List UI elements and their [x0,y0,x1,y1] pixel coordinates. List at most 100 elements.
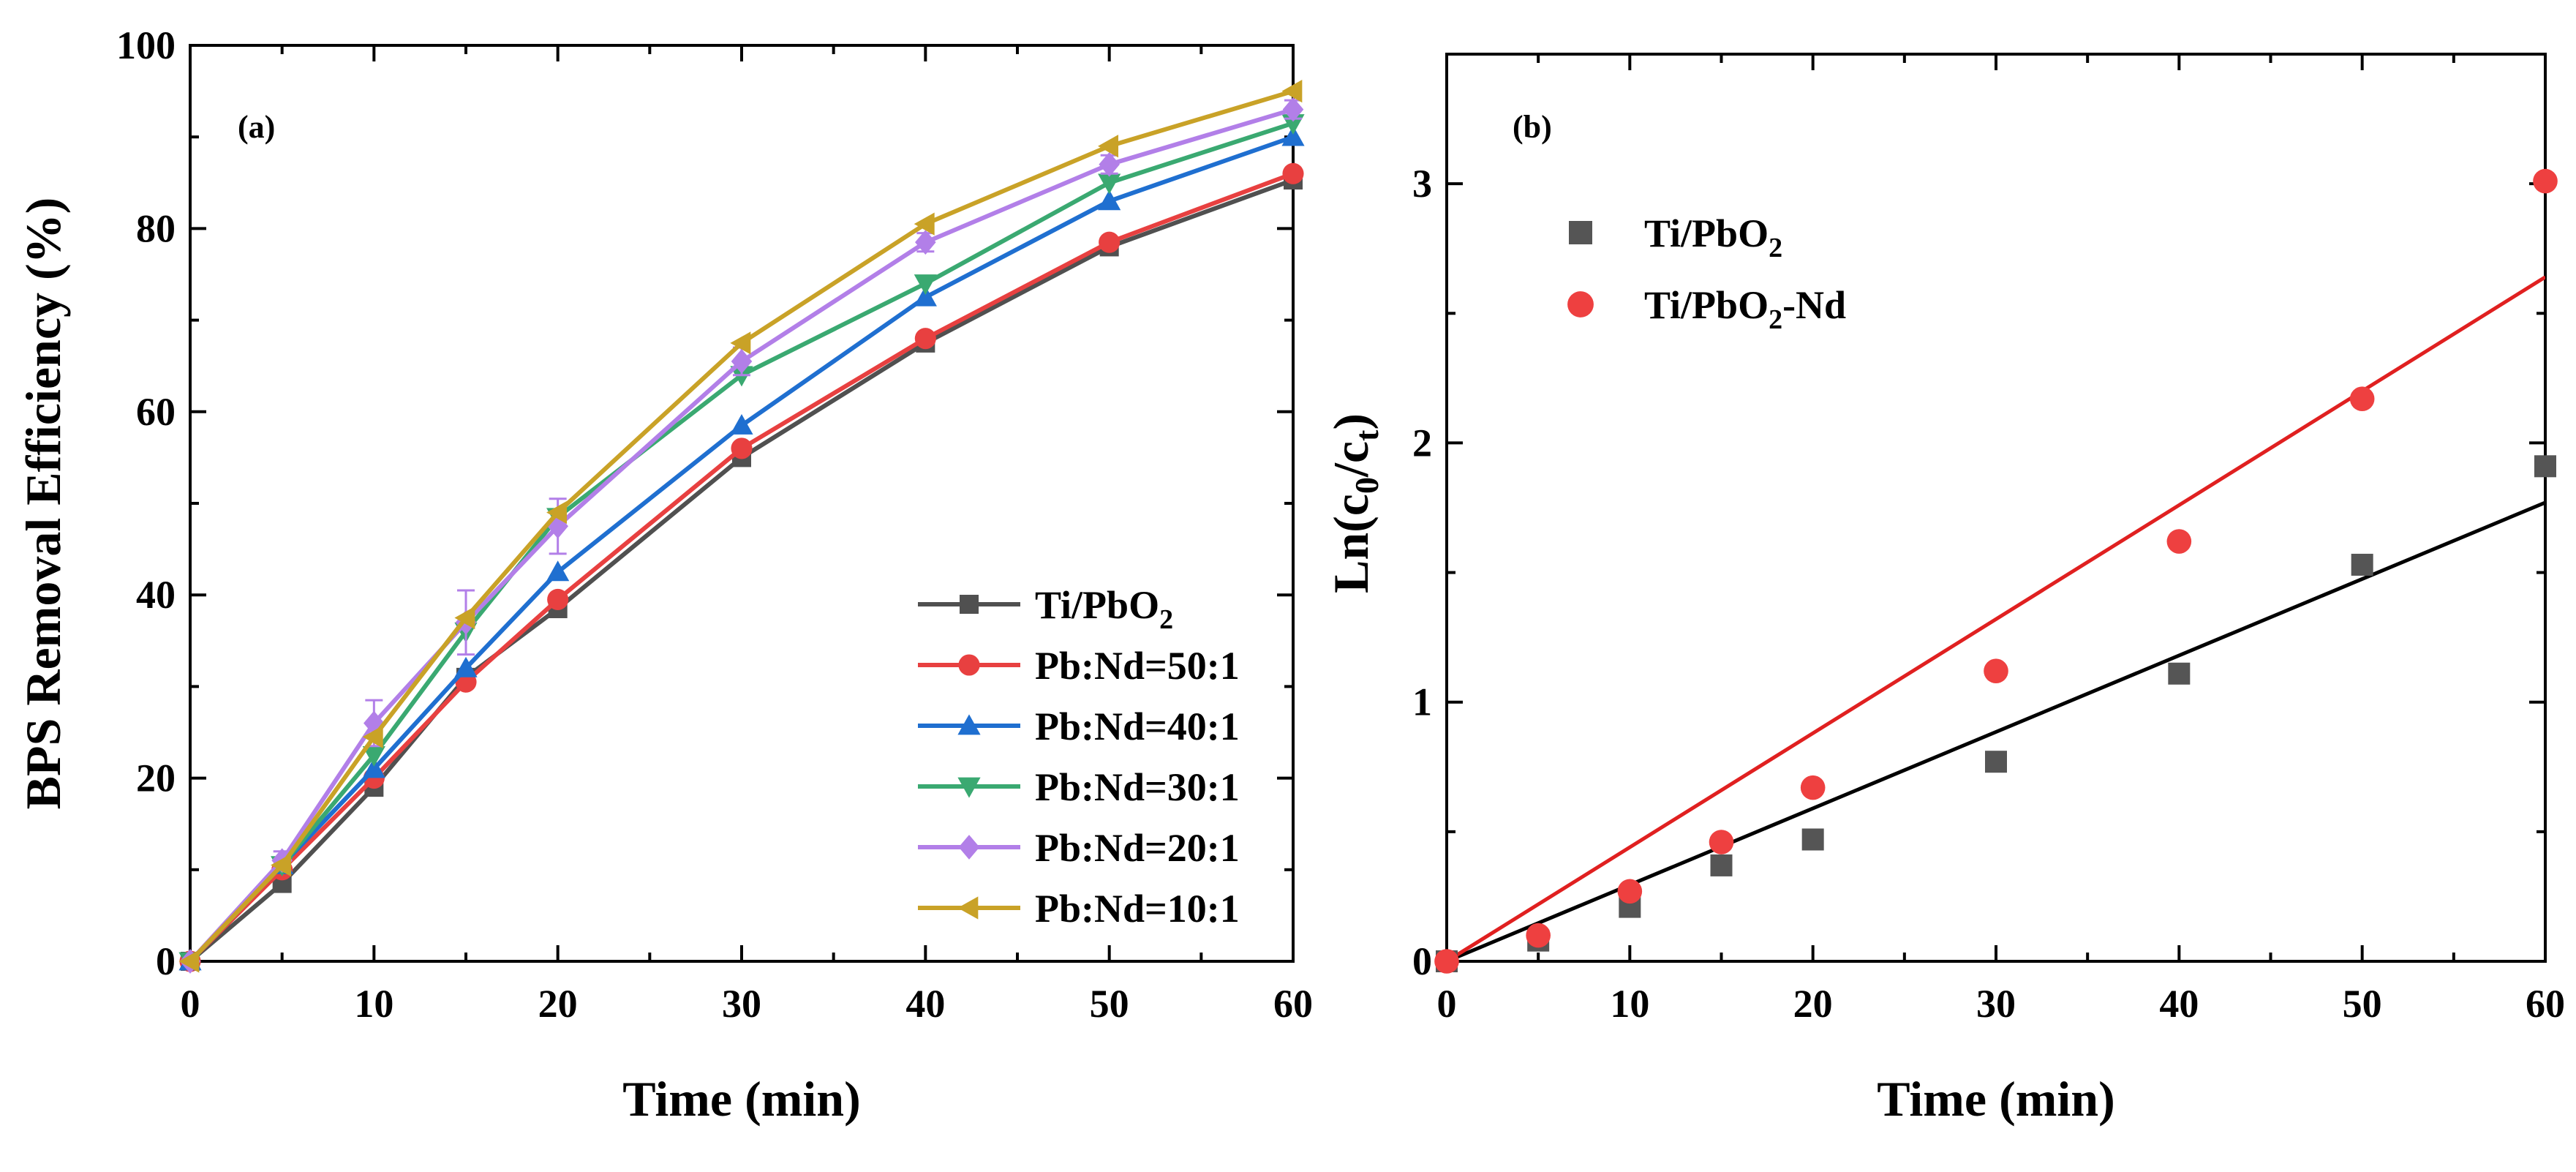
legend-label-part: Ti/PbO [1644,283,1769,327]
panel-b-x-tick-label: 30 [1976,982,2016,1026]
legend-label: Ti/PbO2-Nd [1644,283,1846,335]
panel-a-y-tick-label: 100 [116,23,176,67]
legend-label-part: Ti/PbO [1035,583,1159,627]
panel-b-y-title-subscript: 0 [1348,477,1385,494]
legend-entry: Ti/PbO2 [1569,211,1782,263]
data-point [914,274,937,296]
legend-entry: Pb:Nd=10:1 [918,887,1240,931]
data-point [1800,775,1826,800]
data-point [730,366,753,387]
panel-b-y-title-part: ) [1323,413,1379,430]
data-point [915,230,936,255]
panel-a-ticks [189,44,1295,963]
legend-label: Pb:Nd=40:1 [1035,705,1240,748]
legend-label: Ti/PbO2 [1035,583,1173,635]
panel-a-series [178,80,1305,974]
data-point [2351,553,2373,576]
legend-label-part: Ti/PbO [1644,211,1769,255]
data-point [1985,751,2007,773]
panel-b-x-tick-label: 10 [1610,982,1649,1026]
data-point [1709,830,1734,854]
data-point [1434,949,1459,974]
legend-label-subscript: 2 [1769,233,1782,263]
series-Pb:Nd=50:1 [179,162,1304,972]
panel-a-y-tick-label: 60 [136,390,176,434]
data-point [914,212,935,236]
panel-a-x-tick-label: 30 [722,982,761,1026]
data-point [1984,658,2008,683]
data-point [1281,80,1303,103]
data-point [1098,173,1121,195]
data-point [1099,231,1121,253]
panel-b-y-tick-labels: 0 1 2 3 [1412,162,1432,983]
panel-b-x-tick-label: 50 [2343,982,2382,1026]
panel-a-plot-frame [189,44,1295,963]
data-point [546,500,568,525]
legend-label: Pb:Nd=50:1 [1035,644,1240,688]
panel-b-x-tick-label: 0 [1437,982,1457,1026]
data-point [362,757,385,778]
legend-label-subscript: 2 [1769,304,1782,335]
data-point [2534,455,2556,478]
data-point [1098,189,1121,211]
panel-a-y-axis-title: BPS Removal Efficiency (%) [15,198,71,810]
data-point [1281,125,1305,146]
legend-marker [957,777,981,798]
fit-line [1447,275,2545,961]
panel-b-fit-lines [1447,275,2545,961]
data-point [914,285,937,307]
panel-a-y-tick-label: 40 [136,573,176,617]
panel-b-y-title-part: Ln(c [1323,494,1379,593]
panel-a-x-tick-label: 50 [1090,982,1129,1026]
legend-label: Pb:Nd=20:1 [1035,826,1240,870]
panel-b-y-axis-title: Ln(c0/ct) [1323,413,1385,593]
data-point [454,606,475,630]
panel-a-x-tick-label: 10 [354,982,393,1026]
panel-b-x-tick-labels: 0 10 20 30 40 50 60 [1437,982,2566,1026]
data-point [2168,662,2191,685]
panel-b-x-tick-label: 40 [2159,982,2199,1026]
panel-a-x-tick-labels: 0 10 20 30 40 50 60 [181,982,1314,1026]
data-point [178,950,200,973]
legend-entry: Pb:Nd=50:1 [918,644,1240,688]
data-point [546,560,570,582]
panel-b-y-tick-label: 1 [1412,680,1432,724]
data-point [1098,135,1119,158]
data-point [454,656,478,677]
panel-a-x-axis-title: Time (min) [622,1071,861,1127]
data-point [731,349,753,374]
panel-b-plot-frame [1445,53,2547,963]
panel-b-series [1434,168,2558,974]
legend-marker [960,595,979,614]
panel-b-label: (b) [1513,109,1552,145]
panel-b-x-tick-label: 60 [2526,982,2565,1026]
panel-b-y-title-subscript: t [1348,429,1385,441]
panel-a-label: (a) [238,109,275,145]
legend-marker [958,654,980,676]
data-point [362,725,383,748]
panel-a-y-tick-label: 0 [156,939,176,983]
panel-b-x-axis-title: Time (min) [1877,1071,2115,1127]
legend-entry: Pb:Nd=20:1 [918,826,1240,870]
data-point [271,853,292,877]
series-Ti/PbO2-Nd [1434,168,2558,974]
data-point [1282,162,1304,184]
panel-b-y-tick-label: 0 [1412,939,1432,983]
panel-a-x-tick-label: 60 [1273,982,1313,1026]
legend-label-subscript: 2 [1159,604,1173,635]
legend-entry: Pb:Nd=30:1 [918,765,1240,809]
legend-label-part: -Nd [1782,283,1846,327]
legend-entry: Ti/PbO2 [918,583,1173,635]
legend-marker [958,835,980,860]
panel-b-y-tick-label: 3 [1412,162,1432,206]
legend-label: Ti/PbO2 [1644,211,1782,263]
data-point [730,413,753,435]
series-Pb:Nd=10:1 [178,80,1303,973]
data-point [914,328,936,350]
data-point [2166,529,2192,554]
data-point [1801,828,1824,851]
legend-entry: Ti/PbO2-Nd [1567,283,1846,335]
data-point [547,588,569,611]
